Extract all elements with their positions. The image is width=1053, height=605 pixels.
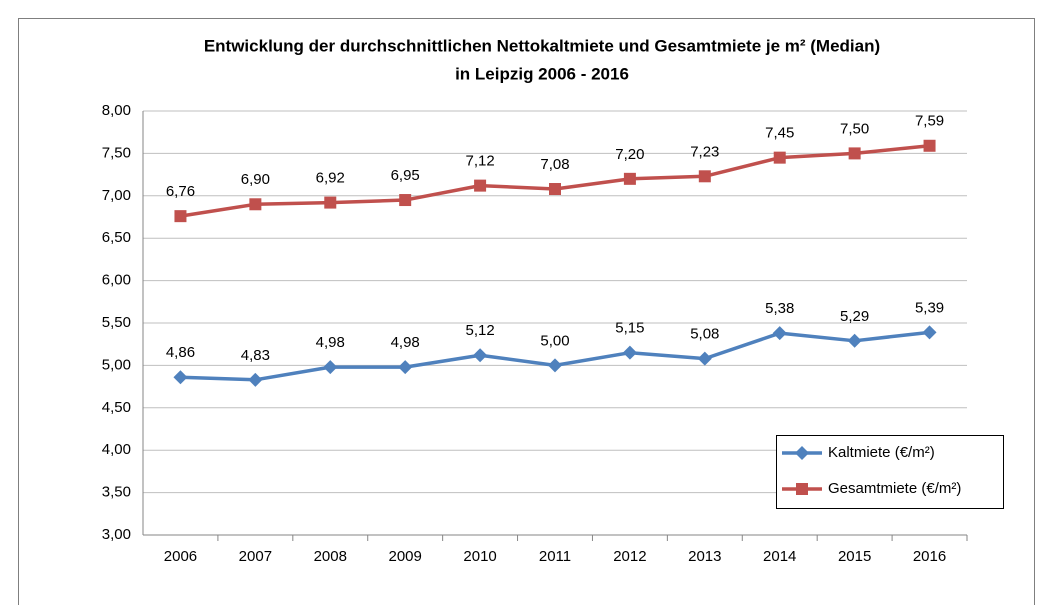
legend-marker <box>796 483 808 495</box>
data-label: 7,12 <box>465 153 494 170</box>
data-label: 7,50 <box>840 120 869 137</box>
legend-label: Gesamtmiete (€/m²) <box>828 480 961 497</box>
data-label: 5,15 <box>615 320 644 337</box>
y-tick-label: 5,00 <box>102 356 131 373</box>
data-label: 5,38 <box>765 300 794 317</box>
x-tick-label: 2016 <box>913 548 946 565</box>
marker <box>848 147 861 160</box>
marker <box>698 170 711 183</box>
data-label: 6,92 <box>316 170 345 187</box>
chart-frame <box>18 18 1035 605</box>
x-tick-label: 2010 <box>463 548 496 565</box>
data-label: 6,76 <box>166 183 195 200</box>
marker <box>772 326 787 341</box>
data-label: 4,83 <box>241 347 270 364</box>
data-label: 7,08 <box>540 156 569 173</box>
marker <box>324 196 337 209</box>
y-tick-label: 8,00 <box>102 102 131 119</box>
data-label: 4,98 <box>391 334 420 351</box>
marker <box>248 372 263 387</box>
marker <box>923 139 936 152</box>
data-label: 5,12 <box>465 322 494 339</box>
y-tick-label: 6,50 <box>102 229 131 246</box>
data-label: 5,39 <box>915 299 944 316</box>
marker <box>474 179 487 192</box>
x-tick-label: 2007 <box>239 548 272 565</box>
marker <box>548 358 562 373</box>
marker <box>249 198 262 211</box>
marker <box>173 370 188 385</box>
data-label: 4,98 <box>316 334 345 351</box>
y-tick-label: 5,50 <box>102 314 131 331</box>
marker <box>323 360 338 375</box>
marker <box>773 151 786 164</box>
marker <box>697 351 712 366</box>
x-tick-label: 2008 <box>314 548 347 565</box>
marker <box>847 333 862 348</box>
y-tick-label: 7,50 <box>102 144 131 161</box>
y-tick-label: 6,00 <box>102 272 131 289</box>
data-label: 7,20 <box>615 146 644 163</box>
marker <box>922 325 937 340</box>
x-tick-label: 2006 <box>164 548 197 565</box>
data-label: 5,29 <box>840 308 869 325</box>
x-tick-label: 2011 <box>539 548 571 565</box>
chart-title: in Leipzig 2006 - 2016 <box>455 64 629 83</box>
data-label: 6,90 <box>241 171 270 188</box>
data-label: 4,86 <box>166 344 195 361</box>
data-label: 7,45 <box>765 125 794 142</box>
y-tick-label: 4,50 <box>102 399 131 416</box>
chart-title: Entwicklung der durchschnittlichen Netto… <box>204 36 880 55</box>
y-tick-label: 4,00 <box>102 441 131 458</box>
legend-label: Kaltmiete (€/m²) <box>828 444 935 461</box>
data-label: 6,95 <box>391 167 420 184</box>
marker <box>623 172 636 185</box>
marker <box>473 348 488 363</box>
marker <box>398 360 413 375</box>
x-tick-label: 2009 <box>388 548 421 565</box>
x-tick-label: 2012 <box>613 548 646 565</box>
x-tick-label: 2013 <box>688 548 721 565</box>
data-label: 7,23 <box>690 143 719 160</box>
y-tick-label: 3,00 <box>102 526 131 543</box>
x-tick-label: 2015 <box>838 548 871 565</box>
data-label: 7,59 <box>915 113 944 130</box>
marker <box>549 183 561 196</box>
marker <box>399 194 412 207</box>
marker <box>174 210 187 223</box>
x-tick-label: 2014 <box>763 548 796 565</box>
legend-box <box>776 435 1004 509</box>
data-label: 5,08 <box>690 326 719 343</box>
data-label: 5,00 <box>540 332 569 349</box>
marker <box>622 345 637 360</box>
legend-marker <box>795 446 809 460</box>
y-tick-label: 7,00 <box>102 187 131 204</box>
y-tick-label: 3,50 <box>102 484 131 501</box>
